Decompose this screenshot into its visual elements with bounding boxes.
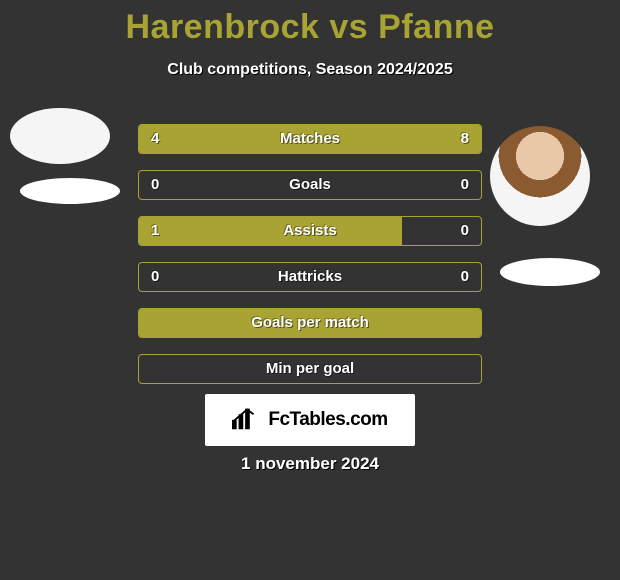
stat-value-right: 8 [461,125,469,153]
player-left-avatar [10,108,110,164]
stat-label: Goals [139,171,481,199]
stat-label: Goals per match [139,309,481,337]
stat-row-hattricks: 0 Hattricks 0 [138,262,482,292]
player-right-avatar [490,126,590,226]
player-left-club-badge [20,178,120,204]
page-title: Harenbrock vs Pfanne [0,0,620,47]
stat-value-right: 0 [461,217,469,245]
stat-row-matches: 4 Matches 8 [138,124,482,154]
brand-badge: FcTables.com [205,394,415,446]
subtitle: Club competitions, Season 2024/2025 [0,61,620,79]
stat-row-assists: 1 Assists 0 [138,216,482,246]
bars-icon [232,406,262,435]
stat-label: Matches [139,125,481,153]
stat-row-min-per-goal: Min per goal [138,354,482,384]
stat-row-goals: 0 Goals 0 [138,170,482,200]
stat-label: Assists [139,217,481,245]
date-text: 1 november 2024 [0,454,620,474]
stat-value-right: 0 [461,263,469,291]
brand-text: FcTables.com [268,409,387,431]
player-right-club-badge [500,258,600,286]
stat-value-right: 0 [461,171,469,199]
stat-label: Min per goal [139,355,481,383]
stats-rows: 4 Matches 8 0 Goals 0 1 Assists 0 0 Hatt… [138,124,482,400]
stat-label: Hattricks [139,263,481,291]
stat-row-goals-per-match: Goals per match [138,308,482,338]
